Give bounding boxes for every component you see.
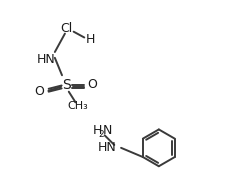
Text: O: O (87, 78, 97, 91)
Text: H: H (85, 33, 95, 46)
Text: 2: 2 (99, 130, 104, 139)
Text: HN: HN (37, 53, 56, 66)
Text: H: H (93, 124, 102, 137)
Text: Cl: Cl (60, 22, 72, 35)
Text: S: S (62, 78, 71, 92)
Text: CH₃: CH₃ (67, 101, 88, 111)
Text: HN: HN (98, 141, 117, 154)
Text: N: N (103, 124, 112, 137)
Text: O: O (34, 85, 44, 98)
